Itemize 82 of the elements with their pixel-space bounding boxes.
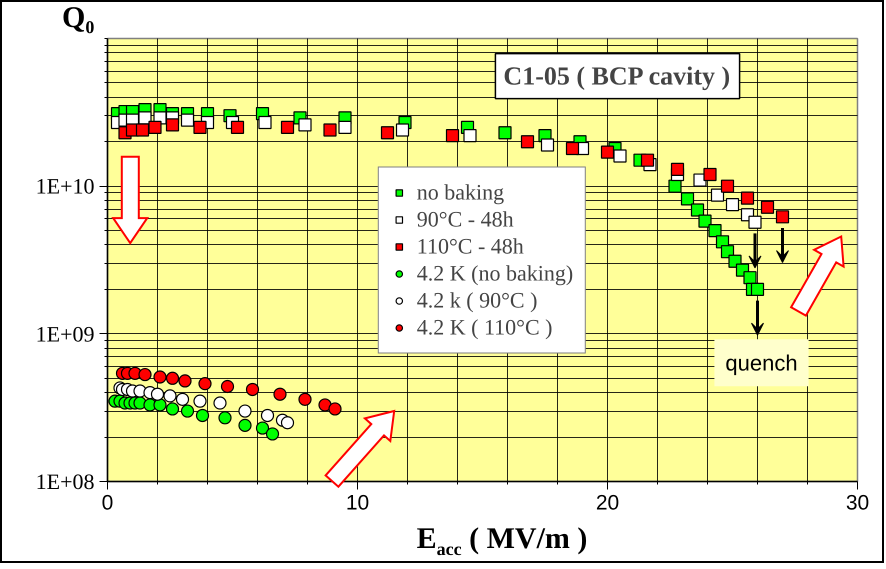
legend-label: 90°C - 48h bbox=[416, 206, 514, 232]
point bbox=[238, 418, 252, 432]
point bbox=[193, 394, 207, 408]
point bbox=[680, 192, 694, 206]
point bbox=[246, 382, 260, 396]
point bbox=[298, 118, 312, 132]
point bbox=[273, 388, 287, 401]
point bbox=[328, 402, 342, 416]
point bbox=[198, 377, 212, 390]
point bbox=[380, 126, 394, 140]
point bbox=[298, 392, 312, 406]
point bbox=[670, 162, 684, 176]
point bbox=[136, 123, 150, 137]
point bbox=[280, 416, 294, 430]
point bbox=[520, 135, 534, 148]
point bbox=[166, 118, 180, 132]
y-tick-label: 1E+08 bbox=[36, 469, 95, 494]
x-tick-label: 20 bbox=[596, 492, 620, 514]
point bbox=[690, 203, 704, 217]
point bbox=[238, 404, 252, 418]
point bbox=[613, 149, 627, 163]
point bbox=[760, 200, 774, 214]
point bbox=[230, 120, 244, 134]
point bbox=[726, 198, 740, 212]
x-tick-label: 0 bbox=[102, 492, 114, 514]
legend-label: 110°C - 48h bbox=[416, 233, 524, 259]
y-tick-label: 1E+09 bbox=[36, 321, 95, 346]
point bbox=[748, 216, 762, 229]
point bbox=[196, 408, 210, 422]
point bbox=[180, 114, 194, 127]
point bbox=[266, 427, 280, 441]
point bbox=[498, 126, 512, 140]
point bbox=[193, 120, 207, 134]
annotation: quench bbox=[725, 350, 798, 376]
point bbox=[446, 129, 460, 142]
point bbox=[640, 154, 654, 167]
point bbox=[180, 404, 194, 418]
legend-label: no baking bbox=[416, 179, 504, 205]
point bbox=[166, 402, 180, 416]
point bbox=[163, 389, 177, 402]
y-axis-title: Q₀ bbox=[62, 1, 94, 34]
point bbox=[213, 396, 227, 410]
point bbox=[260, 408, 274, 422]
point bbox=[153, 398, 167, 412]
point bbox=[323, 123, 337, 137]
y-tick-label: 1E+10 bbox=[36, 174, 95, 199]
point bbox=[600, 146, 614, 159]
point bbox=[668, 180, 682, 193]
point bbox=[463, 129, 477, 142]
point bbox=[776, 210, 790, 224]
point bbox=[176, 392, 190, 406]
point bbox=[740, 192, 754, 205]
point bbox=[166, 372, 180, 385]
point bbox=[743, 271, 757, 284]
x-tick-label: 10 bbox=[346, 492, 370, 514]
point bbox=[150, 388, 164, 401]
point bbox=[138, 368, 152, 382]
point bbox=[396, 123, 410, 137]
point bbox=[720, 180, 734, 193]
point bbox=[708, 224, 722, 238]
point bbox=[318, 398, 332, 412]
text: C1-05 ( BCP cavity ) bbox=[503, 62, 730, 91]
point bbox=[258, 116, 272, 130]
point bbox=[280, 120, 294, 134]
point bbox=[710, 188, 724, 202]
point bbox=[698, 214, 712, 228]
point bbox=[750, 282, 764, 296]
point bbox=[218, 411, 232, 424]
x-tick-label: 30 bbox=[846, 492, 870, 514]
point bbox=[256, 421, 270, 435]
legend-label: 4.2 K (no baking) bbox=[416, 260, 574, 286]
point bbox=[148, 120, 162, 134]
point bbox=[338, 120, 352, 134]
point bbox=[153, 370, 167, 384]
point bbox=[220, 380, 234, 394]
point bbox=[178, 374, 192, 388]
legend-label: 4.2 k ( 90°C ) bbox=[416, 287, 538, 313]
point bbox=[703, 168, 717, 182]
legend-label: 4.2 K ( 110°C ) bbox=[416, 314, 552, 340]
point bbox=[540, 138, 554, 152]
x-axis-title: E$_{acc}$ ( MV/m ) bbox=[416, 522, 588, 561]
point bbox=[566, 142, 580, 156]
